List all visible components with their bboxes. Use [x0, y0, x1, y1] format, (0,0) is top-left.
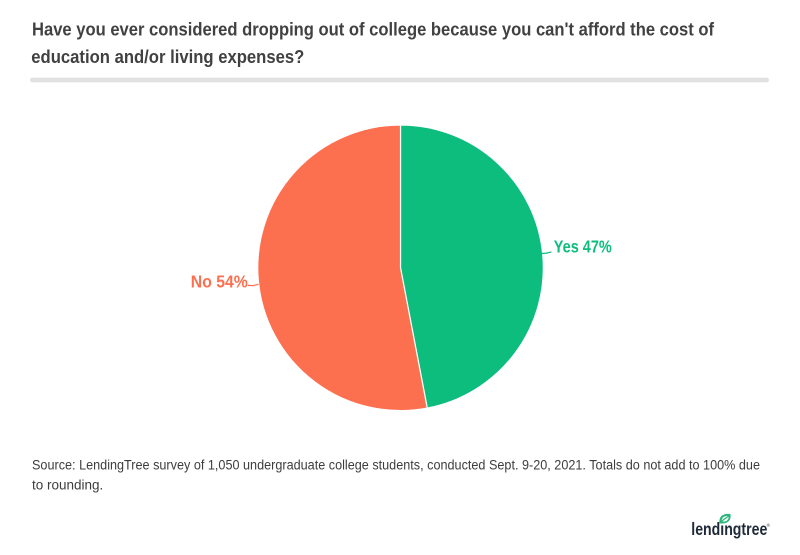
svg-text:Have you ever considered dropp: Have you ever considered dropping out of…: [32, 20, 715, 40]
svg-text:lendıngtree: lendıngtree: [691, 519, 767, 539]
svg-text:Source: LendingTree survey of: Source: LendingTree survey of 1,050 unde…: [32, 457, 760, 472]
svg-text:No 54%: No 54%: [191, 272, 248, 292]
svg-text:to rounding.: to rounding.: [32, 478, 103, 493]
svg-text:Yes 47%: Yes 47%: [554, 237, 612, 257]
svg-text:®: ®: [767, 522, 771, 529]
svg-text:education and/or living expens: education and/or living expenses?: [31, 47, 304, 67]
